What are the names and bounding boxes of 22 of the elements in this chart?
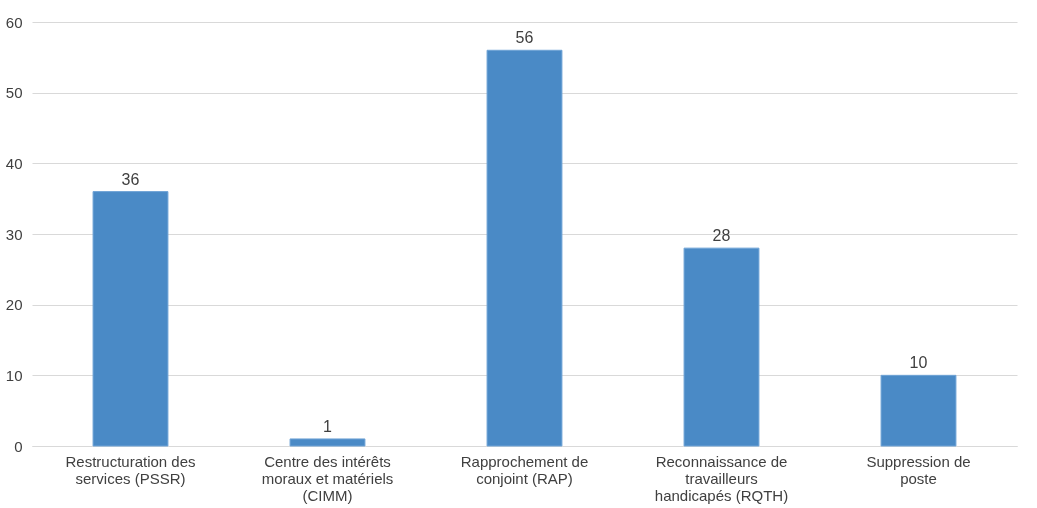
x-tick-label: Reconnaissance de travailleurs handicapés (RQTH)	[654, 452, 789, 504]
bar	[92, 191, 169, 447]
x-tick-label: Centre des intérêts moraux et matériels (CIMM)	[261, 452, 394, 504]
bar	[683, 247, 760, 447]
data-label: 36	[121, 170, 140, 188]
data-label: 28	[712, 227, 731, 245]
y-tick-label: 20	[5, 296, 23, 314]
y-tick-label: 50	[5, 84, 23, 102]
x-tick-label: Rapprochement de conjoint (RAP)	[460, 452, 589, 487]
bar	[486, 49, 563, 447]
y-tick-label: 10	[5, 366, 23, 384]
bar	[880, 374, 957, 447]
x-tick-label: Restructuration des services (PSSR)	[65, 452, 196, 487]
y-tick-label: 30	[5, 225, 23, 243]
x-tick-label: Suppression de poste	[866, 452, 971, 487]
data-label: 1	[323, 417, 333, 435]
y-tick-label: 0	[14, 437, 23, 455]
y-tick-label: 60	[5, 13, 23, 31]
data-label: 56	[515, 29, 534, 47]
bar	[289, 438, 366, 447]
data-label: 10	[909, 354, 928, 372]
y-tick-label: 40	[5, 154, 23, 172]
